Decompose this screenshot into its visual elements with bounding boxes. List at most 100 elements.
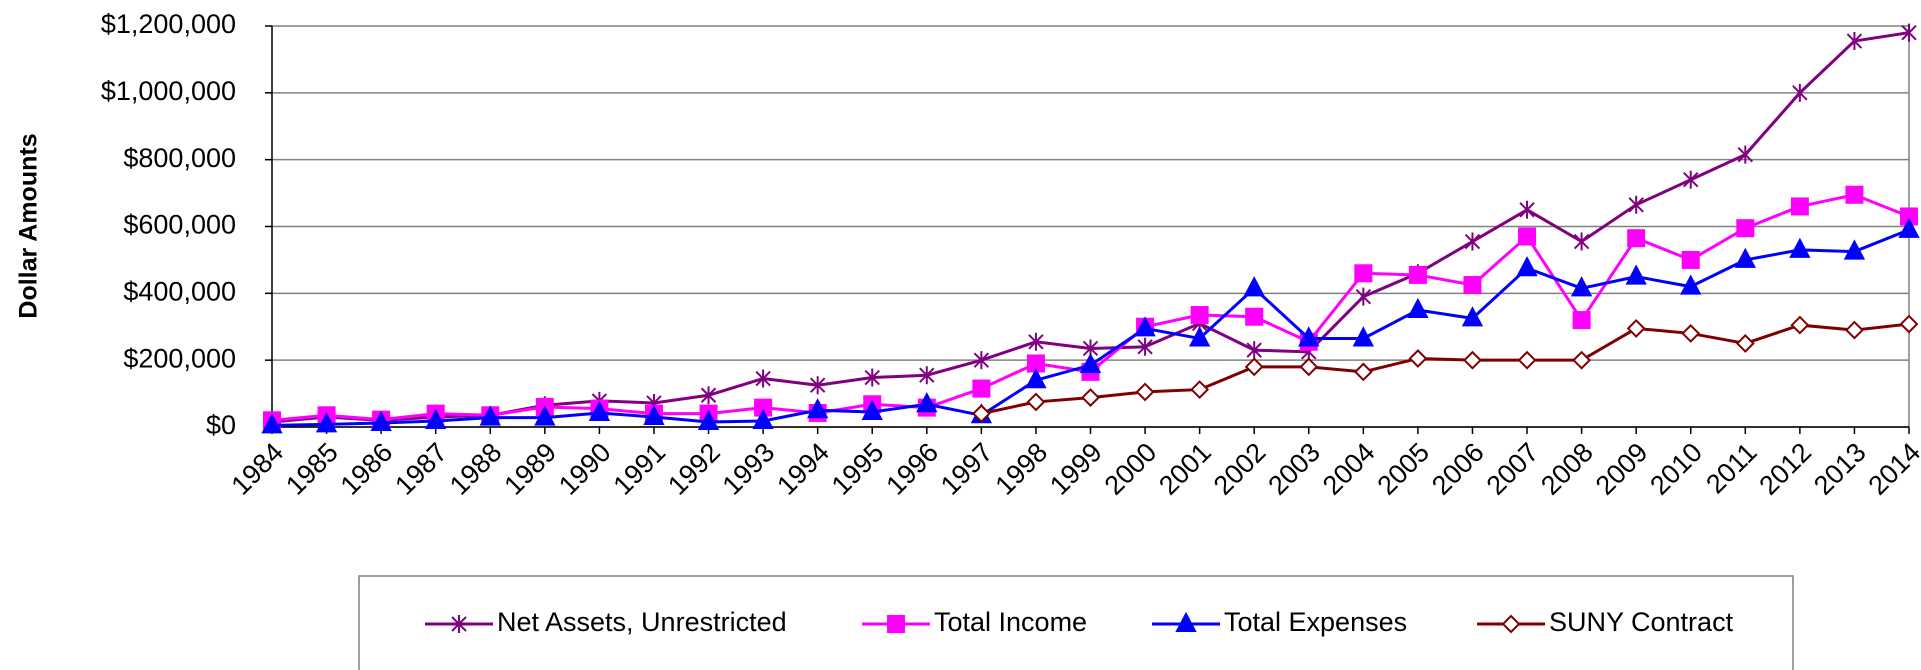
x-tick-label: 1992 — [662, 437, 726, 501]
data-point — [755, 369, 771, 388]
data-point — [1734, 247, 1756, 268]
data-point — [588, 400, 611, 421]
data-point — [1190, 306, 1209, 325]
data-point — [1517, 350, 1537, 370]
data-point — [1898, 217, 1920, 238]
y-tick-label: $800,000 — [123, 143, 236, 173]
data-point — [1792, 83, 1808, 102]
y-tick-label: $1,000,000 — [101, 76, 236, 106]
data-point — [1408, 349, 1428, 368]
data-point — [1845, 185, 1864, 204]
data-point — [1298, 326, 1320, 347]
data-point — [1735, 334, 1755, 353]
data-point — [1028, 332, 1044, 351]
data-point — [1846, 32, 1863, 51]
x-tick-label: 2012 — [1753, 437, 1817, 501]
data-point — [1736, 219, 1755, 238]
data-point — [1245, 307, 1264, 326]
data-point — [1463, 350, 1482, 370]
legend-marker — [451, 615, 467, 633]
x-tick-label: 2009 — [1590, 437, 1654, 501]
legend-label: SUNY Contract — [1549, 607, 1734, 637]
x-tick-label: 2002 — [1208, 437, 1272, 501]
x-tick-label: 1995 — [826, 437, 890, 501]
data-point — [261, 413, 283, 434]
data-point — [1845, 320, 1864, 340]
x-tick-label: 1994 — [771, 437, 835, 501]
data-point — [1737, 145, 1754, 164]
legend-label: Net Assets, Unrestricted — [497, 607, 787, 637]
data-point — [1626, 319, 1646, 338]
data-point — [1516, 256, 1538, 277]
data-point — [643, 404, 665, 425]
data-point — [1354, 264, 1373, 283]
data-point — [1463, 275, 1482, 294]
legend-marker — [887, 615, 905, 633]
data-point — [864, 368, 880, 387]
data-point — [534, 405, 556, 426]
data-point — [1025, 368, 1047, 389]
data-point — [1246, 341, 1262, 360]
legend-marker — [1501, 614, 1521, 634]
data-point — [1408, 265, 1427, 284]
data-point — [1190, 380, 1210, 399]
x-tick-label: 1997 — [935, 437, 999, 501]
data-point — [1135, 382, 1155, 402]
x-tick-label: 2004 — [1317, 437, 1381, 501]
x-tick-label: 1989 — [498, 437, 562, 501]
y-tick-label: $1,200,000 — [101, 9, 236, 39]
data-point — [1570, 276, 1593, 297]
x-tick-label: 1987 — [389, 437, 453, 501]
data-point — [1573, 232, 1590, 251]
data-point — [809, 376, 826, 395]
data-point — [1790, 315, 1810, 335]
data-point — [1628, 195, 1644, 214]
data-point — [973, 351, 990, 370]
x-tick-label: 2011 — [1700, 437, 1762, 499]
data-point — [1188, 326, 1211, 347]
data-point — [1572, 350, 1592, 370]
data-point — [972, 379, 991, 398]
data-point — [1681, 324, 1701, 343]
data-point — [1137, 337, 1153, 356]
x-tick-label: 2005 — [1371, 437, 1435, 501]
data-point — [1461, 306, 1484, 327]
x-tick-label: 2013 — [1808, 437, 1872, 501]
data-point — [1572, 311, 1591, 330]
data-point — [1843, 239, 1866, 260]
x-tick-label: 2010 — [1644, 437, 1708, 501]
x-tick-label: 1985 — [280, 437, 344, 501]
data-point — [1681, 250, 1700, 269]
data-point — [1899, 314, 1919, 334]
data-point — [1464, 232, 1481, 251]
data-point — [1901, 23, 1917, 42]
data-point — [971, 404, 991, 424]
data-point — [1790, 197, 1809, 216]
data-point — [1518, 227, 1537, 246]
data-point — [1079, 353, 1102, 374]
y-tick-label: $400,000 — [123, 276, 236, 306]
x-tick-label: 1998 — [990, 437, 1054, 501]
x-tick-label: 1996 — [880, 437, 944, 501]
legend-box — [358, 575, 1794, 670]
x-tick-label: 2008 — [1535, 437, 1599, 501]
legend-label: Total Expenses — [1224, 607, 1407, 637]
data-point — [916, 392, 938, 413]
data-point — [1243, 276, 1265, 297]
data-point — [1789, 237, 1811, 258]
legend-label: Total Income — [934, 607, 1087, 637]
data-point — [315, 412, 338, 433]
data-point — [1355, 287, 1372, 306]
x-tick-label: 2001 — [1153, 437, 1217, 501]
data-point — [1683, 170, 1699, 189]
y-tick-label: $600,000 — [123, 210, 236, 240]
x-tick-label: 1993 — [717, 437, 781, 501]
data-point — [700, 386, 717, 405]
data-point — [1081, 388, 1100, 408]
data-point — [1627, 229, 1646, 248]
x-tick-label: 1991 — [608, 437, 672, 501]
x-tick-label: 2007 — [1481, 437, 1545, 501]
data-point — [425, 408, 447, 429]
